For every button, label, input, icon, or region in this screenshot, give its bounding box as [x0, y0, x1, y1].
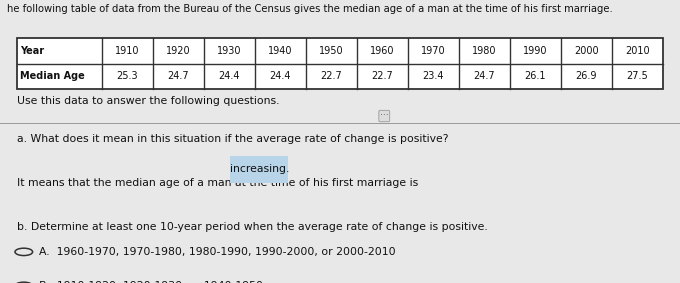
Text: 1950: 1950 [319, 46, 344, 56]
Text: a. What does it mean in this situation if the average rate of change is positive: a. What does it mean in this situation i… [17, 134, 449, 144]
Text: 1980: 1980 [472, 46, 497, 56]
Text: B.  1910-1920, 1920-1930, or 1940-1950: B. 1910-1920, 1920-1930, or 1940-1950 [39, 281, 263, 283]
Text: 2000: 2000 [574, 46, 599, 56]
Text: ···: ··· [380, 112, 388, 121]
Text: 1970: 1970 [421, 46, 446, 56]
Text: Use this data to answer the following questions.: Use this data to answer the following qu… [17, 96, 279, 106]
FancyBboxPatch shape [231, 156, 288, 183]
Text: Median Age: Median Age [20, 71, 85, 82]
Text: he following table of data from the Bureau of the Census gives the median age of: he following table of data from the Bure… [7, 4, 613, 14]
Text: 25.3: 25.3 [117, 71, 138, 82]
Text: 24.7: 24.7 [474, 71, 495, 82]
Text: 24.4: 24.4 [270, 71, 291, 82]
Text: 26.9: 26.9 [576, 71, 597, 82]
Text: 1930: 1930 [217, 46, 242, 56]
Text: increasing.: increasing. [230, 164, 289, 174]
Text: A.  1960-1970, 1970-1980, 1980-1990, 1990-2000, or 2000-2010: A. 1960-1970, 1970-1980, 1980-1990, 1990… [39, 247, 396, 257]
Text: 26.1: 26.1 [525, 71, 546, 82]
Text: 24.7: 24.7 [168, 71, 189, 82]
Text: 1960: 1960 [370, 46, 395, 56]
Text: 22.7: 22.7 [321, 71, 342, 82]
Text: 22.7: 22.7 [372, 71, 393, 82]
Text: 1920: 1920 [166, 46, 191, 56]
Text: 23.4: 23.4 [423, 71, 444, 82]
Text: 1910: 1910 [115, 46, 140, 56]
Text: b. Determine at least one 10-year period when the average rate of change is posi: b. Determine at least one 10-year period… [17, 222, 488, 232]
Text: 1940: 1940 [268, 46, 293, 56]
Text: 2010: 2010 [625, 46, 650, 56]
FancyBboxPatch shape [17, 38, 663, 89]
Text: 24.4: 24.4 [219, 71, 240, 82]
Text: 1990: 1990 [523, 46, 548, 56]
Text: Year: Year [20, 46, 44, 56]
Text: It means that the median age of a man at the time of his first marriage is: It means that the median age of a man at… [17, 178, 422, 188]
Text: 27.5: 27.5 [627, 71, 648, 82]
